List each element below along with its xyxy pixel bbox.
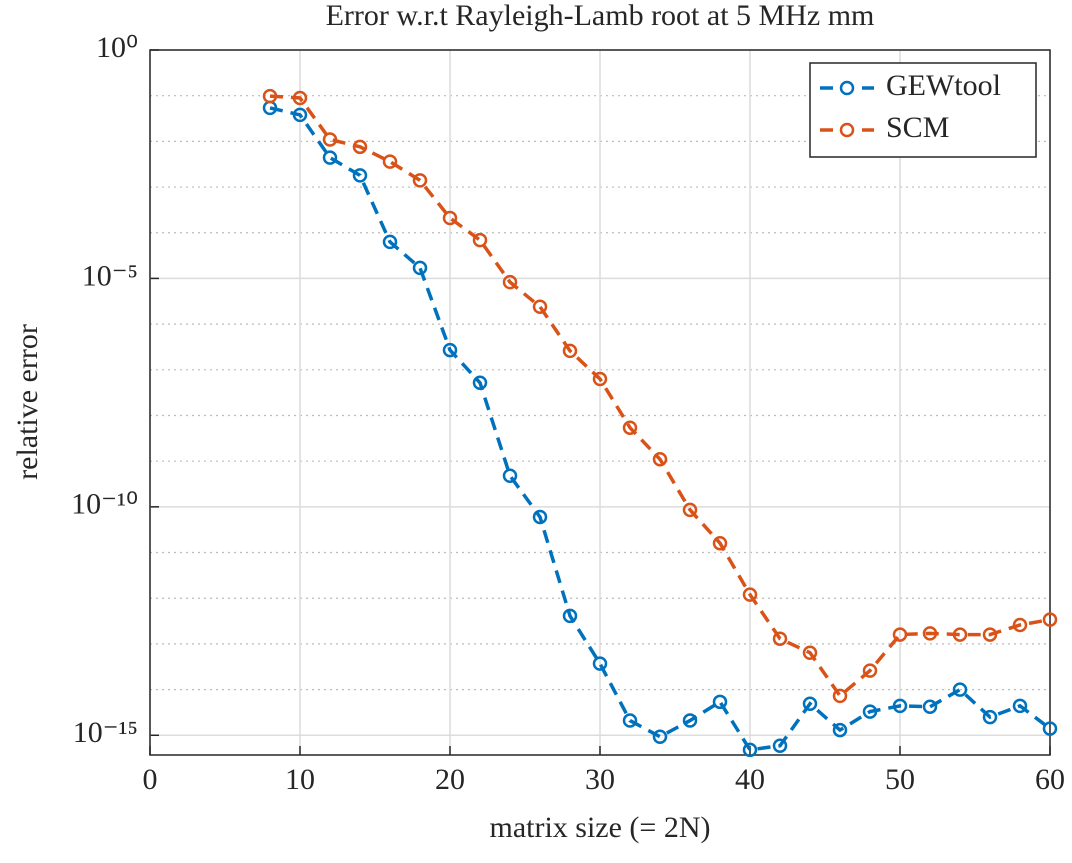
marker [892, 698, 908, 714]
marker [982, 709, 998, 725]
marker [382, 154, 398, 169]
marker [532, 509, 548, 525]
marker [442, 210, 458, 226]
x-axis-label: matrix size (= 2N) [489, 811, 710, 844]
marker [382, 234, 398, 250]
x-tick-label: 50 [885, 763, 915, 796]
marker [622, 420, 638, 435]
marker [352, 168, 368, 183]
plot-frame [149, 49, 1051, 756]
marker [1012, 617, 1028, 633]
x-tick-label: 60 [1035, 763, 1065, 796]
marker [952, 627, 968, 642]
y-tick-label: 10⁻¹⁰ [71, 488, 138, 521]
marker [832, 688, 848, 704]
marker [442, 342, 458, 358]
marker [592, 656, 608, 671]
marker [652, 452, 668, 467]
x-tick-label: 10 [285, 763, 315, 796]
legend-box [809, 62, 1037, 158]
marker [502, 274, 518, 290]
marker [412, 173, 428, 188]
marker [862, 704, 878, 719]
marker [292, 107, 308, 123]
marker [502, 468, 518, 483]
marker [772, 631, 788, 646]
marker [742, 587, 758, 602]
marker [952, 682, 968, 697]
marker [892, 627, 908, 642]
marker [622, 713, 638, 728]
marker [412, 260, 428, 276]
marker [352, 139, 368, 155]
marker [712, 694, 728, 710]
x-tick-label: 20 [435, 763, 465, 796]
marker [742, 742, 758, 758]
marker [922, 699, 938, 715]
marker [982, 627, 998, 642]
marker [922, 626, 938, 641]
marker [472, 375, 488, 391]
x-tick-label: 0 [143, 763, 158, 796]
marker [562, 343, 578, 359]
marker [532, 299, 548, 314]
marker [1012, 698, 1028, 714]
chart-title: Error w.r.t Rayleigh-Lamb root at 5 MHz … [326, 0, 875, 32]
marker [1042, 612, 1058, 627]
marker [682, 502, 698, 518]
marker [802, 645, 818, 661]
legend-marker [839, 80, 855, 96]
marker [292, 90, 308, 106]
marker [832, 722, 848, 738]
series-line [269, 106, 1052, 752]
y-axis-label: relative error [11, 324, 44, 480]
marker [682, 713, 698, 728]
legend-label: GEWtool [886, 69, 1001, 102]
marker [652, 729, 668, 744]
x-tick-label: 30 [585, 763, 615, 796]
marker [862, 663, 878, 678]
y-tick-label: 10⁻⁵ [82, 259, 138, 292]
marker [322, 150, 338, 165]
series-line [269, 94, 1051, 699]
marker [802, 696, 818, 711]
marker [712, 535, 728, 551]
marker [592, 371, 608, 387]
x-tick-label: 40 [735, 763, 765, 796]
marker [1042, 721, 1058, 736]
y-tick-label: 10⁻¹⁵ [73, 716, 138, 749]
legend-marker [839, 122, 855, 138]
marker [472, 232, 488, 248]
legend-label: SCM [886, 111, 949, 144]
y-tick-label: 10⁰ [96, 31, 138, 64]
marker [772, 738, 788, 753]
marker [262, 88, 278, 104]
marker [322, 132, 338, 147]
marker [562, 608, 578, 624]
